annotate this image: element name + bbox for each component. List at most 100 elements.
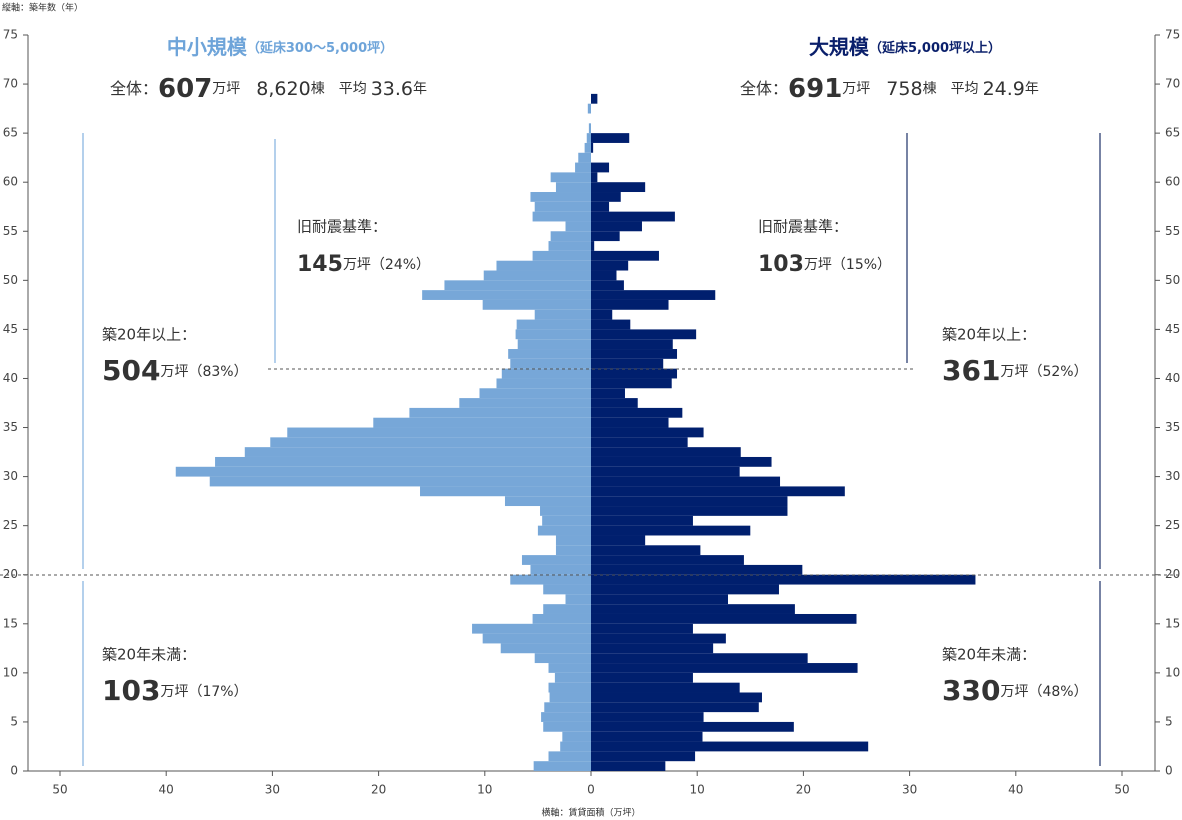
- annotation-value: 504: [102, 354, 160, 387]
- bar: [515, 329, 591, 340]
- bar: [591, 692, 762, 703]
- bar: [482, 299, 591, 310]
- y-tick-label: 35: [3, 420, 18, 434]
- annotation: 330万坪（48%）: [942, 674, 1088, 707]
- bar: [565, 221, 591, 232]
- bar: [544, 702, 591, 713]
- bar: [550, 172, 591, 183]
- y-tick-label: 50: [1165, 273, 1180, 287]
- bar: [472, 623, 591, 634]
- x-tick-label: 20: [371, 783, 386, 797]
- annotation-label: 旧耐震基準：: [758, 218, 848, 236]
- left-title: 中小規模（延床300〜5,000坪）: [167, 35, 393, 59]
- bar: [591, 339, 673, 350]
- summary-value: 758: [886, 78, 922, 100]
- summary-label: 全体：: [110, 79, 158, 98]
- bar: [591, 761, 666, 771]
- bar: [591, 506, 788, 516]
- y-tick-label: 60: [3, 175, 18, 189]
- bar: [549, 692, 591, 703]
- subtitle-text: （延床300〜5,000坪）: [247, 40, 393, 56]
- y-tick-label: 0: [1165, 764, 1173, 778]
- annotation-label: 旧耐震基準：: [297, 218, 387, 236]
- y-tick-label: 55: [3, 224, 18, 238]
- title-text: 大規模: [809, 35, 870, 59]
- bar: [555, 182, 591, 193]
- bar: [584, 142, 591, 153]
- bar: [591, 515, 693, 526]
- bar: [591, 329, 697, 340]
- y-tick-label: 70: [3, 77, 18, 91]
- bar: [591, 378, 672, 389]
- bar: [542, 515, 591, 526]
- bar: [534, 201, 591, 212]
- bar: [575, 162, 591, 173]
- bar: [496, 260, 591, 271]
- bar: [591, 368, 678, 379]
- brackets: [82, 133, 1101, 766]
- bar: [537, 525, 591, 536]
- bar: [591, 682, 740, 693]
- y-tick-label: 35: [1165, 420, 1180, 434]
- bar: [532, 613, 591, 624]
- summary-value: 24.9: [983, 78, 1025, 100]
- bar: [482, 633, 591, 644]
- bar: [591, 594, 728, 605]
- x-tick-label: 40: [1008, 783, 1023, 797]
- bar: [533, 761, 591, 771]
- bar: [591, 142, 594, 153]
- y-tick-label: 40: [1165, 371, 1180, 385]
- bar: [562, 731, 591, 742]
- bar: [591, 241, 595, 251]
- right-title: 大規模（延床5,000坪以上）: [809, 35, 1001, 59]
- bar: [504, 496, 591, 507]
- bar: [500, 643, 591, 654]
- bar: [578, 152, 591, 163]
- summary-unit: 年: [413, 81, 427, 97]
- summary-value: 607: [158, 74, 212, 104]
- bar: [548, 751, 591, 762]
- bar: [591, 564, 803, 575]
- bar: [591, 250, 659, 261]
- bar: [530, 192, 591, 202]
- bar: [554, 672, 591, 683]
- bar: [591, 545, 701, 556]
- bar: [550, 231, 591, 242]
- annotation: 504万坪（83%）: [102, 354, 248, 387]
- bar: [591, 221, 642, 232]
- bar: [560, 741, 591, 752]
- bar: [591, 93, 598, 104]
- bar: [591, 349, 678, 359]
- bar: [541, 712, 591, 722]
- annotation: 361万坪（52%）: [942, 354, 1088, 387]
- left-summary: 全体：607万坪 8,620棟 平均 33.6年: [110, 74, 427, 104]
- bar: [548, 682, 591, 693]
- y-tick-label: 5: [10, 714, 18, 728]
- annotation-unit: 万坪（24%）: [343, 257, 430, 273]
- y-tick-label: 45: [3, 322, 18, 336]
- y-tick-label: 65: [1165, 126, 1180, 140]
- bar: [543, 721, 591, 732]
- x-tick-label: 40: [159, 783, 174, 797]
- bar: [591, 731, 703, 742]
- bar: [501, 368, 591, 379]
- annotation-unit: 万坪（17%）: [160, 684, 247, 700]
- annotation: 103万坪（17%）: [102, 674, 248, 707]
- title-text: 中小規模: [167, 35, 248, 59]
- x-tick-label: 50: [1114, 783, 1129, 797]
- bar: [409, 407, 591, 418]
- bar: [591, 712, 704, 722]
- bar: [591, 623, 693, 634]
- summary-unit: 万坪: [212, 81, 240, 97]
- bar: [591, 133, 630, 143]
- bar: [555, 545, 591, 556]
- summary-value: 691: [788, 74, 842, 104]
- bar: [510, 574, 591, 585]
- bar: [215, 456, 591, 467]
- y-tick-label: 15: [3, 616, 18, 630]
- y-tick-label: 0: [10, 764, 18, 778]
- bar: [591, 309, 613, 320]
- bar: [532, 250, 591, 261]
- summary-unit: 棟: [923, 81, 937, 97]
- annotation-label: 築20年以上：: [102, 326, 196, 344]
